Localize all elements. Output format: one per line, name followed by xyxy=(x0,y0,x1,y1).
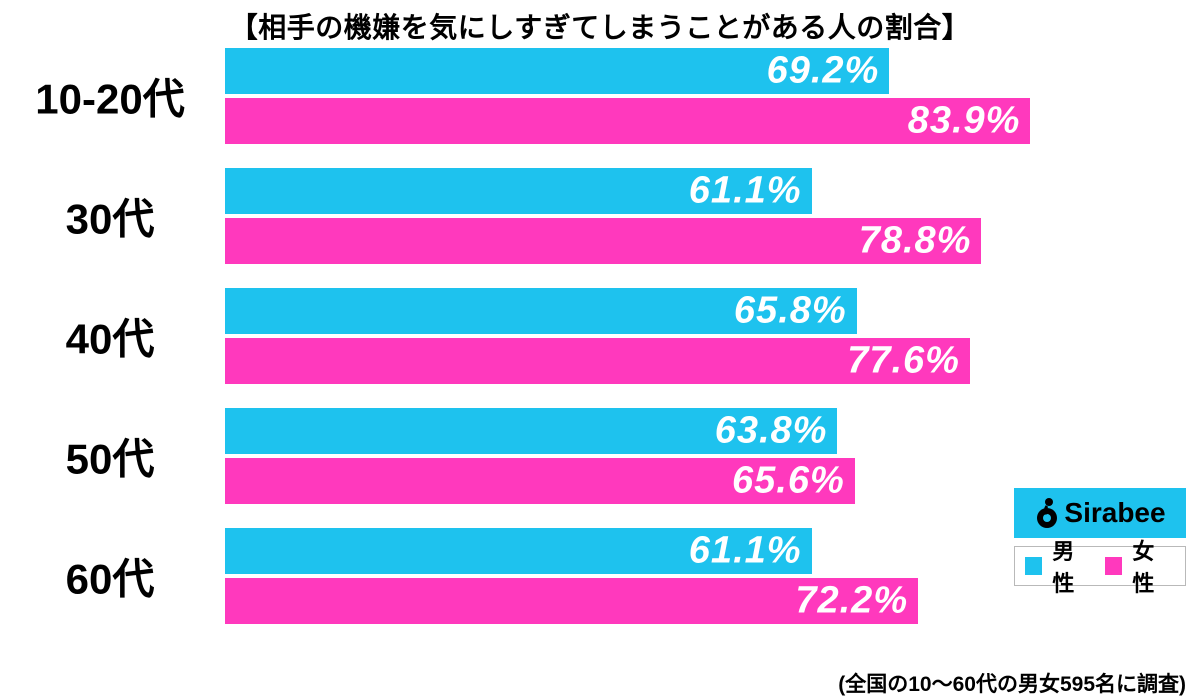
legend: 男性女性 xyxy=(1014,546,1186,586)
legend-label: 男性 xyxy=(1052,534,1095,598)
legend-swatch xyxy=(1025,557,1042,575)
bar-group: 10-20代 69.2% 83.9% xyxy=(0,48,1200,144)
bar-value-label: 78.8% xyxy=(859,220,972,263)
bar-pair: 69.2% 83.9% xyxy=(225,48,1185,144)
category-label: 30代 xyxy=(0,186,220,247)
bar: 77.6% xyxy=(225,338,970,384)
legend-swatch xyxy=(1105,557,1122,575)
bar: 83.9% xyxy=(225,98,1030,144)
bar-value-label: 65.8% xyxy=(734,290,847,333)
bar-pair: 61.1% 78.8% xyxy=(225,168,1185,264)
category-label: 40代 xyxy=(0,306,220,367)
bar-group: 40代65.8%77.6% xyxy=(0,288,1200,384)
bar-value-label: 69.2% xyxy=(767,50,880,93)
bar-pair: 65.8%77.6% xyxy=(225,288,1185,384)
category-label: 50代 xyxy=(0,426,220,487)
bar: 65.8% xyxy=(225,288,857,334)
bar: 61.1% xyxy=(225,168,812,214)
bar-value-label: 61.1% xyxy=(689,170,802,213)
sirabee-logo-badge: Sirabee xyxy=(1014,488,1186,538)
bar: 65.6% xyxy=(225,458,855,504)
chart-title: 【相手の機嫌を気にしすぎてしまうことがある人の割合】 xyxy=(0,0,1200,46)
bar-value-label: 63.8% xyxy=(715,410,828,453)
bar-group: 30代 61.1% 78.8% xyxy=(0,168,1200,264)
sirabee-icon xyxy=(1034,496,1060,530)
bar-value-label: 65.6% xyxy=(732,460,845,503)
bar: 72.2% xyxy=(225,578,918,624)
bar: 69.2% xyxy=(225,48,889,94)
category-label: 10-20代 xyxy=(0,66,220,127)
legend-label: 女性 xyxy=(1132,534,1175,598)
bar: 63.8% xyxy=(225,408,837,454)
sirabee-logo-text: Sirabee xyxy=(1064,497,1165,529)
chart-footnote: (全国の10～60代の男女595名に調査) xyxy=(838,668,1186,698)
bar-value-label: 77.6% xyxy=(847,340,960,383)
bar-value-label: 72.2% xyxy=(795,580,908,623)
bar-value-label: 83.9% xyxy=(908,100,1021,143)
category-label: 60代 xyxy=(0,546,220,607)
bar: 78.8% xyxy=(225,218,981,264)
bar-value-label: 61.1% xyxy=(689,530,802,573)
bar: 61.1% xyxy=(225,528,812,574)
